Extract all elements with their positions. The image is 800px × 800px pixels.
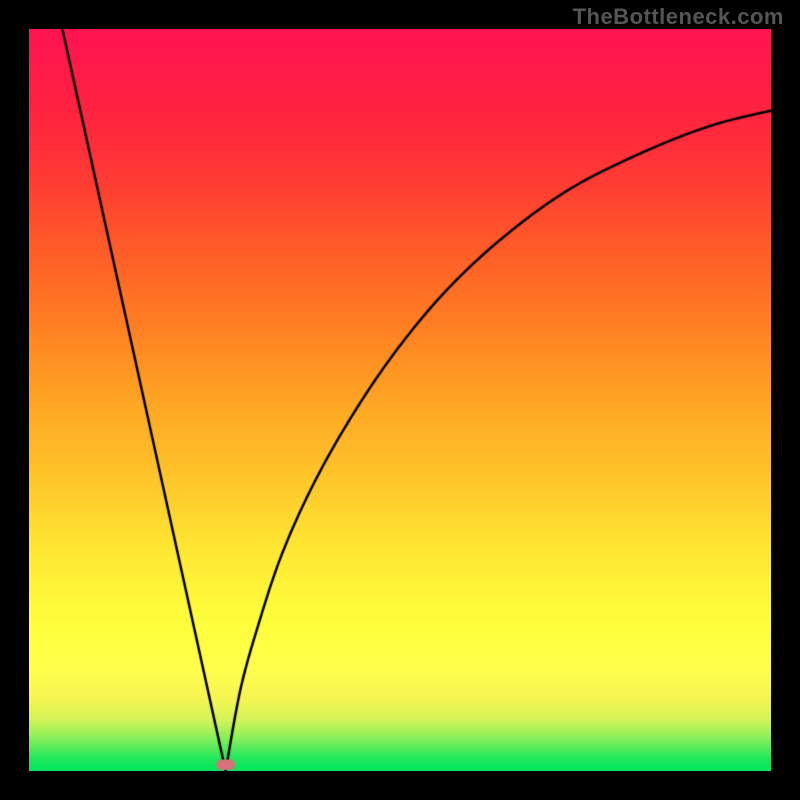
bottleneck-curve-chart: [29, 29, 771, 771]
chart-root: TheBottleneck.com: [0, 0, 800, 800]
watermark: TheBottleneck.com: [573, 4, 784, 30]
plot-area: [29, 29, 771, 771]
